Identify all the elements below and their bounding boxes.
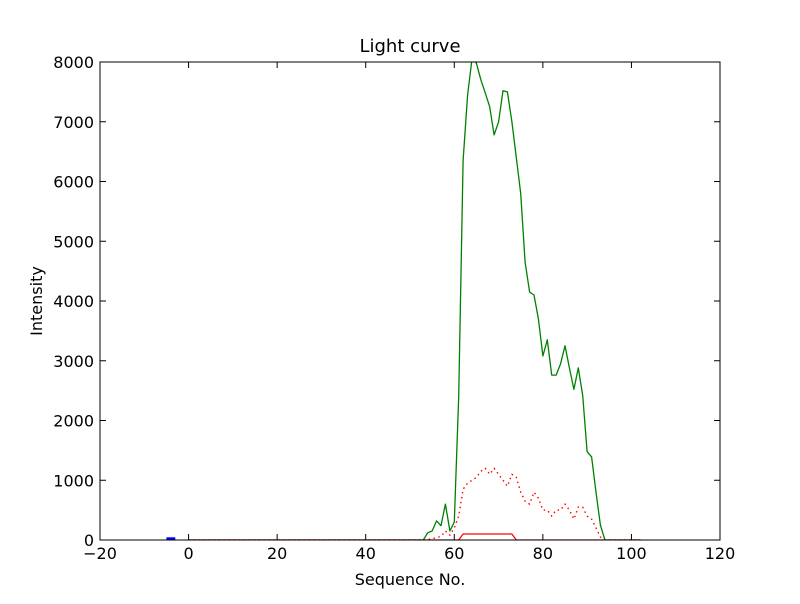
x-axis-label: Sequence No. [355,570,466,589]
x-tick-label: 60 [444,544,464,563]
x-tick-label: −20 [83,544,117,563]
plot-area: −20 0 20 40 60 80 100 1200100020003000400050006… [53,53,735,563]
series-line-3 [188,533,641,540]
y-tick-label: 8000 [53,53,94,72]
y-tick-label: 5000 [53,232,94,251]
y-axis-label: Intensity [27,266,46,336]
series-line-2 [188,467,641,540]
x-tick-label: 20 [267,544,287,563]
x-tick-label: 0 [183,544,193,563]
x-tick-label: 40 [356,544,376,563]
y-tick-label: 4000 [53,292,94,311]
y-tick-label: 7000 [53,113,94,132]
x-tick-label: 100 [616,544,647,563]
x-tick-label: 80 [533,544,553,563]
y-tick-label: 3000 [53,352,94,371]
y-tick-label: 1000 [53,471,94,490]
series-line-1 [188,62,641,540]
y-tick-label: 2000 [53,412,94,431]
y-tick-label: 0 [84,531,94,550]
chart-title: Light curve [359,36,460,57]
x-tick-label: 120 [705,544,736,563]
y-tick-label: 6000 [53,173,94,192]
